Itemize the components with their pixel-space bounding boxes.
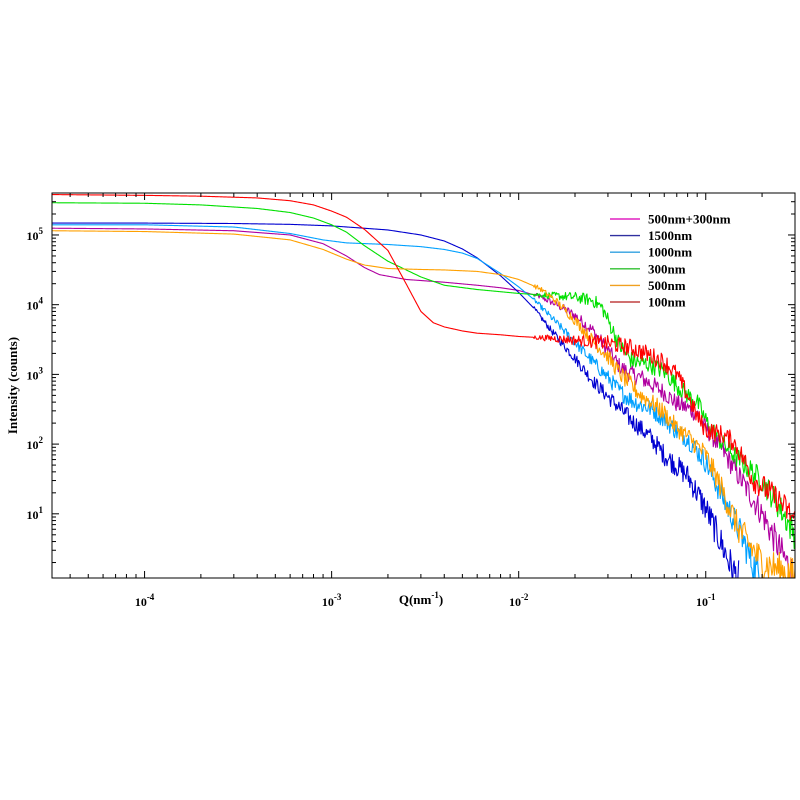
x-axis-label-end: ) — [439, 592, 443, 607]
x-tick-label-exp: -2 — [521, 592, 529, 602]
y-tick-label-exp: 4 — [39, 296, 44, 306]
legend-label-1000nm: 1000nm — [648, 245, 692, 260]
series-line-300nm — [52, 202, 795, 550]
y-tick-label-exp: 1 — [39, 505, 44, 515]
x-axis-label-sup: -1 — [431, 590, 439, 600]
y-tick-label-base: 10 — [27, 229, 39, 243]
x-tick-label-base: 10 — [322, 595, 334, 609]
x-tick-label-exp: -4 — [147, 592, 155, 602]
legend-label-1500nm: 1500nm — [648, 228, 692, 243]
y-tick-label: 102 — [27, 435, 44, 452]
x-tick-label: 10-1 — [696, 592, 716, 609]
x-tick-label-base: 10 — [135, 595, 147, 609]
legend-label-500nm: 500nm — [648, 278, 686, 293]
y-tick-label-base: 10 — [27, 438, 39, 452]
legend-label-500nm-300nm: 500nm+300nm — [648, 212, 731, 227]
x-tick-label-base: 10 — [509, 595, 521, 609]
series-line-100nm — [52, 194, 795, 522]
x-tick-label: 10-2 — [509, 592, 529, 609]
series-line-500nm-300nm — [52, 227, 794, 578]
series-line-1000nm — [52, 224, 760, 578]
y-tick-label-exp: 3 — [39, 365, 44, 375]
y-tick-label: 105 — [27, 226, 44, 243]
x-axis-label-base: Q(nm — [399, 592, 432, 607]
series-layer — [52, 194, 795, 578]
y-tick-label-base: 10 — [27, 299, 39, 313]
series-line-1500nm — [52, 222, 740, 578]
y-tick-label: 101 — [27, 505, 44, 522]
x-axis-label: Q(nm-1) — [399, 590, 443, 607]
x-tick-label: 10-4 — [135, 592, 155, 609]
y-tick-label-exp: 5 — [39, 226, 44, 236]
y-tick-label-base: 10 — [27, 508, 39, 522]
legend-label-100nm: 100nm — [648, 295, 686, 310]
y-tick-label: 104 — [27, 296, 44, 313]
x-tick-label-exp: -3 — [334, 592, 342, 602]
x-tick-label: 10-3 — [322, 592, 342, 609]
x-tick-label-exp: -1 — [708, 592, 716, 602]
y-tick-label: 103 — [27, 365, 44, 382]
y-axis-label: Intensity (counts) — [5, 337, 20, 434]
y-tick-label-exp: 2 — [39, 435, 44, 445]
series-line-500nm — [52, 230, 795, 578]
legend-label-300nm: 300nm — [648, 261, 686, 276]
x-tick-label-base: 10 — [696, 595, 708, 609]
y-tick-label-base: 10 — [27, 368, 39, 382]
ticks-layer — [52, 192, 795, 578]
labels-layer: 10-4 10-3 10-2 10-1101102103104105Q(nm-1)In… — [5, 226, 716, 609]
